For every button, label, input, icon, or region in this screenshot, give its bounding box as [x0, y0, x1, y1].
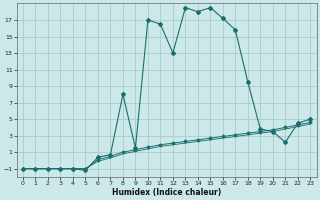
- X-axis label: Humidex (Indice chaleur): Humidex (Indice chaleur): [112, 188, 221, 197]
